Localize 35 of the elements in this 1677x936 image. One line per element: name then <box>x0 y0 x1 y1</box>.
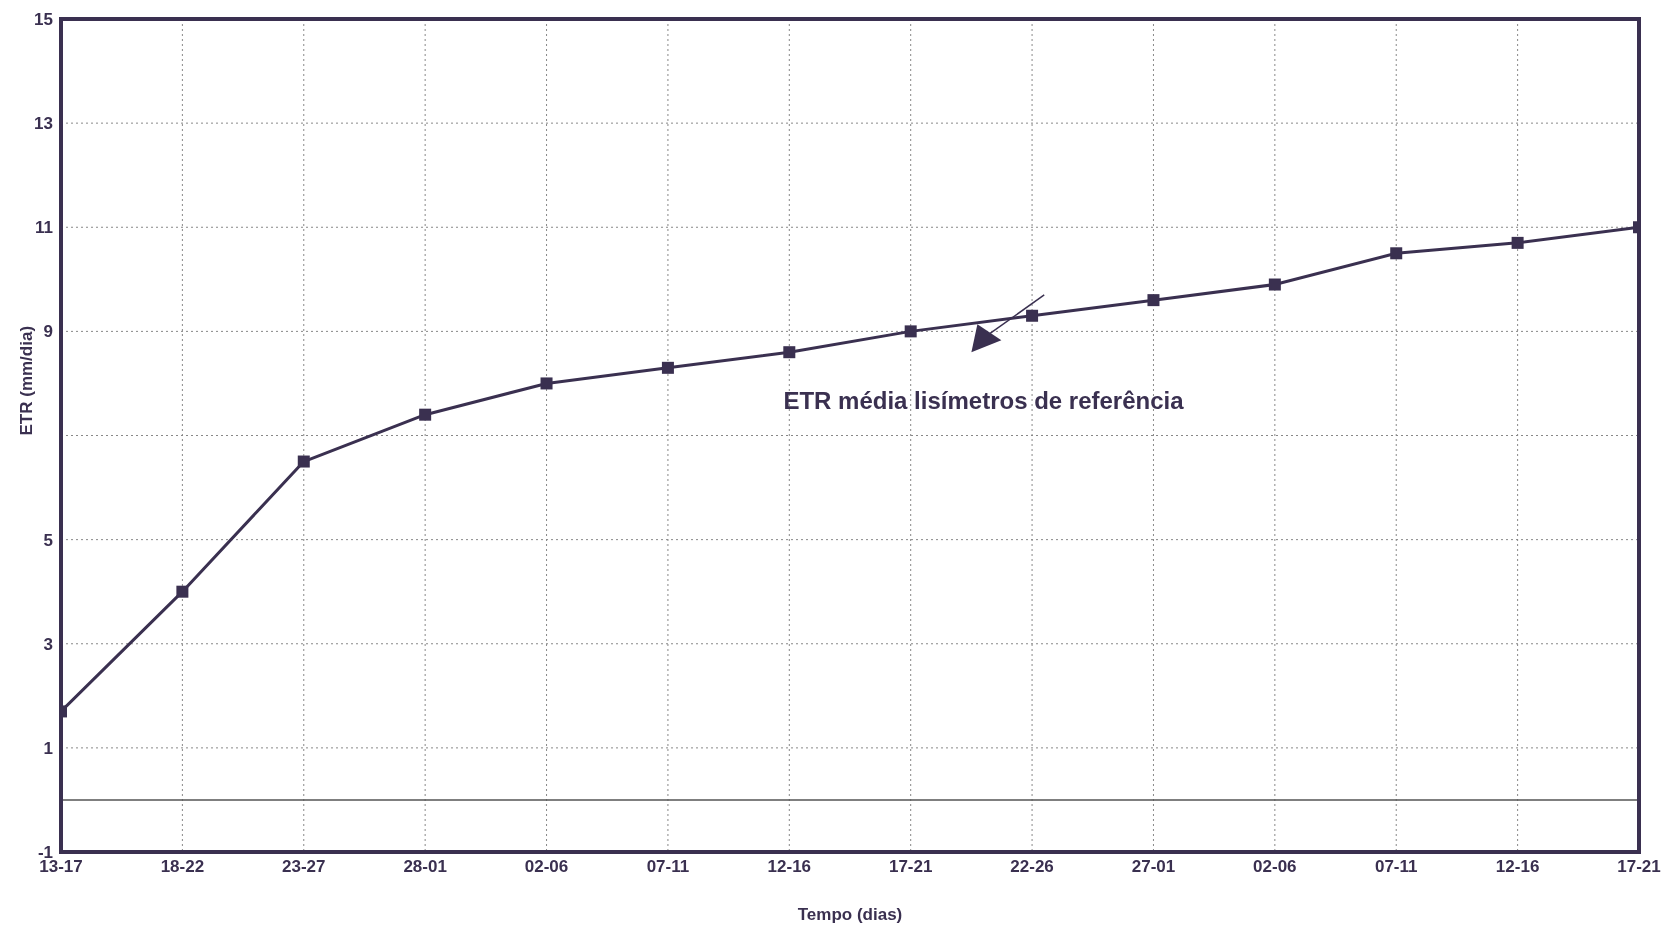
x-axis-title: Tempo (dias) <box>797 905 903 924</box>
x-tick-label: 17-21 <box>1617 857 1661 877</box>
y-tick-label: 3 <box>43 634 53 654</box>
y-tick-label: 5 <box>43 530 53 550</box>
x-tick-label: 23-27 <box>282 857 326 877</box>
point <box>783 346 796 359</box>
y-axis-title: ETR (mm/dia) <box>17 325 37 436</box>
x-tick-label: 28-01 <box>403 857 447 877</box>
x-tick-label: 27-01 <box>1131 857 1176 877</box>
x-tick-label: 17-21 <box>888 857 933 877</box>
x-tick-label: 07-11 <box>646 857 690 877</box>
point <box>1390 247 1403 260</box>
point <box>176 585 189 598</box>
x-tick-label: 12-16 <box>767 857 812 877</box>
x-tick-label: 22-26 <box>1010 857 1054 877</box>
x-tick-label: 12-16 <box>1495 857 1540 877</box>
y-tick-label: 11 <box>35 218 53 238</box>
point <box>540 377 553 390</box>
point <box>1147 294 1160 307</box>
point <box>1511 236 1524 249</box>
point <box>661 361 674 374</box>
point <box>1268 278 1281 291</box>
y-tick-label: 13 <box>34 114 53 134</box>
point <box>1026 309 1039 322</box>
x-tick-label: 02-06 <box>524 857 569 877</box>
point <box>904 325 917 338</box>
y-tick-label: 9 <box>43 322 53 342</box>
y-tick-label: 1 <box>43 738 53 758</box>
x-tick-label: 02-06 <box>1253 857 1297 877</box>
series-label: ETR média lisímetros de referência <box>783 387 1185 415</box>
x-tick-label: 18-22 <box>160 857 205 877</box>
point <box>297 455 310 468</box>
y-tick-label: 15 <box>34 10 53 30</box>
x-tick-label: 07-11 <box>1374 857 1418 877</box>
point <box>419 408 432 421</box>
